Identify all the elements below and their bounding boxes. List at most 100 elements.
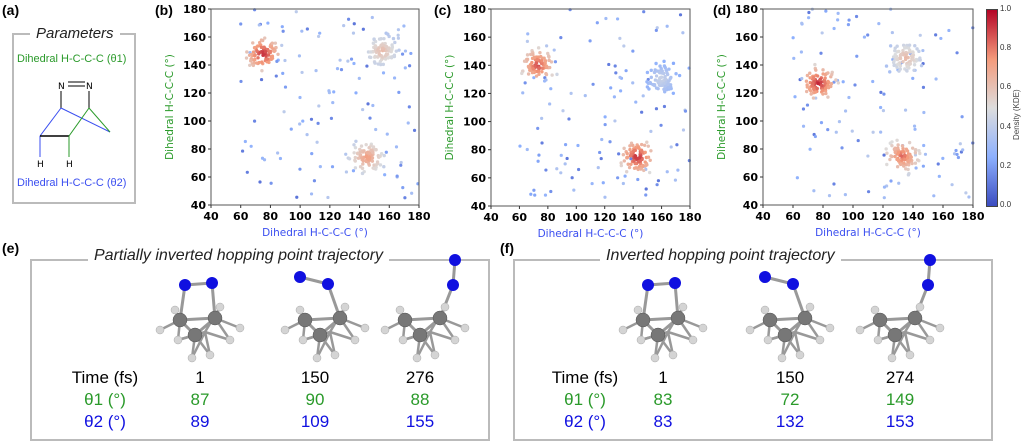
data-point (654, 28, 658, 32)
data-point (351, 169, 356, 173)
data-point (368, 151, 372, 155)
data-point (922, 143, 926, 148)
data-point (347, 157, 352, 161)
data-point (621, 181, 625, 186)
data-point (353, 145, 358, 150)
data-point (866, 33, 870, 37)
data-point (640, 157, 644, 162)
data-point (921, 48, 925, 53)
atom-h2: H (66, 160, 73, 170)
data-point (805, 73, 810, 78)
data-point (826, 79, 830, 84)
data-point (901, 149, 906, 154)
data-point (382, 164, 386, 169)
data-point (281, 71, 285, 75)
y-tick-label: 100 (735, 115, 758, 128)
data-point (399, 160, 403, 165)
data-point (523, 81, 527, 85)
data-point (889, 154, 893, 158)
x-tick-label: 100 (842, 210, 865, 223)
row-label-theta1: θ1 (°) (564, 390, 606, 409)
x-tick-label: 180 (962, 210, 985, 223)
data-point (895, 164, 900, 169)
data-point (904, 53, 908, 57)
data-point (660, 83, 664, 87)
data-point (917, 49, 921, 54)
data-point (309, 117, 314, 121)
data-point (808, 147, 812, 151)
value-theta2: 83 (653, 412, 673, 431)
data-point (381, 71, 386, 75)
data-point (669, 145, 673, 149)
data-point (525, 53, 530, 57)
data-point (908, 154, 913, 158)
data-point (618, 36, 622, 40)
data-point (914, 166, 918, 170)
data-point (913, 161, 918, 165)
data-point (622, 159, 627, 163)
data-point (269, 57, 273, 61)
data-point (840, 146, 844, 150)
data-point (898, 64, 903, 68)
x-tick-label: 60 (233, 210, 249, 223)
data-point (617, 152, 621, 156)
data-point (846, 23, 851, 27)
data-point (960, 115, 964, 119)
x-tick-label: 140 (622, 211, 645, 224)
data-point (681, 31, 685, 35)
data-point (555, 167, 559, 171)
data-point (382, 153, 386, 158)
data-point (900, 144, 905, 148)
scatter-plot-c: 40 60 80 100 120 140 160 180 40 60 80 100 120 140 160 1… (444, 3, 702, 240)
data-point (866, 154, 870, 158)
x-tick-label: 140 (902, 210, 925, 223)
data-point (897, 49, 901, 54)
parameters-title: Parameters (30, 25, 120, 42)
data-point (834, 78, 838, 82)
data-point (538, 50, 542, 55)
data-point (316, 34, 321, 39)
data-point (608, 140, 612, 144)
data-point (823, 89, 828, 93)
data-point (884, 147, 888, 151)
data-point (881, 109, 886, 113)
data-point (619, 163, 624, 168)
data-point (300, 70, 304, 75)
data-point (667, 85, 671, 89)
data-point (820, 31, 824, 35)
theta2-label: Dihedral H-C-C-C (θ2) (17, 177, 127, 189)
data-point (376, 62, 380, 66)
data-point (576, 143, 580, 148)
data-point (919, 63, 924, 68)
data-point (826, 128, 830, 132)
data-point (902, 164, 906, 168)
data-point (676, 168, 680, 172)
data-point (892, 63, 896, 68)
data-point (667, 67, 671, 71)
data-point (374, 148, 378, 152)
data-point (373, 44, 378, 48)
data-point (882, 92, 886, 96)
data-point (626, 162, 630, 166)
data-point (346, 59, 350, 63)
x-tick-label: 100 (565, 211, 588, 224)
data-point (540, 59, 544, 63)
data-point (312, 179, 317, 183)
data-point (666, 79, 671, 83)
data-point (396, 33, 400, 37)
data-point (922, 110, 926, 115)
data-point (678, 13, 683, 17)
data-point (403, 49, 408, 53)
data-point (276, 151, 280, 155)
data-point (904, 50, 908, 55)
data-point (361, 162, 365, 166)
data-point (633, 154, 638, 159)
data-point (836, 81, 841, 85)
y-axis-label: Dihedral H-C-C-C (°) (444, 55, 456, 161)
data-point (540, 141, 544, 145)
data-point (379, 152, 384, 156)
value-theta1: 90 (305, 390, 325, 409)
data-point (671, 61, 676, 66)
x-tick-label: 60 (785, 210, 801, 223)
data-point (546, 54, 551, 58)
